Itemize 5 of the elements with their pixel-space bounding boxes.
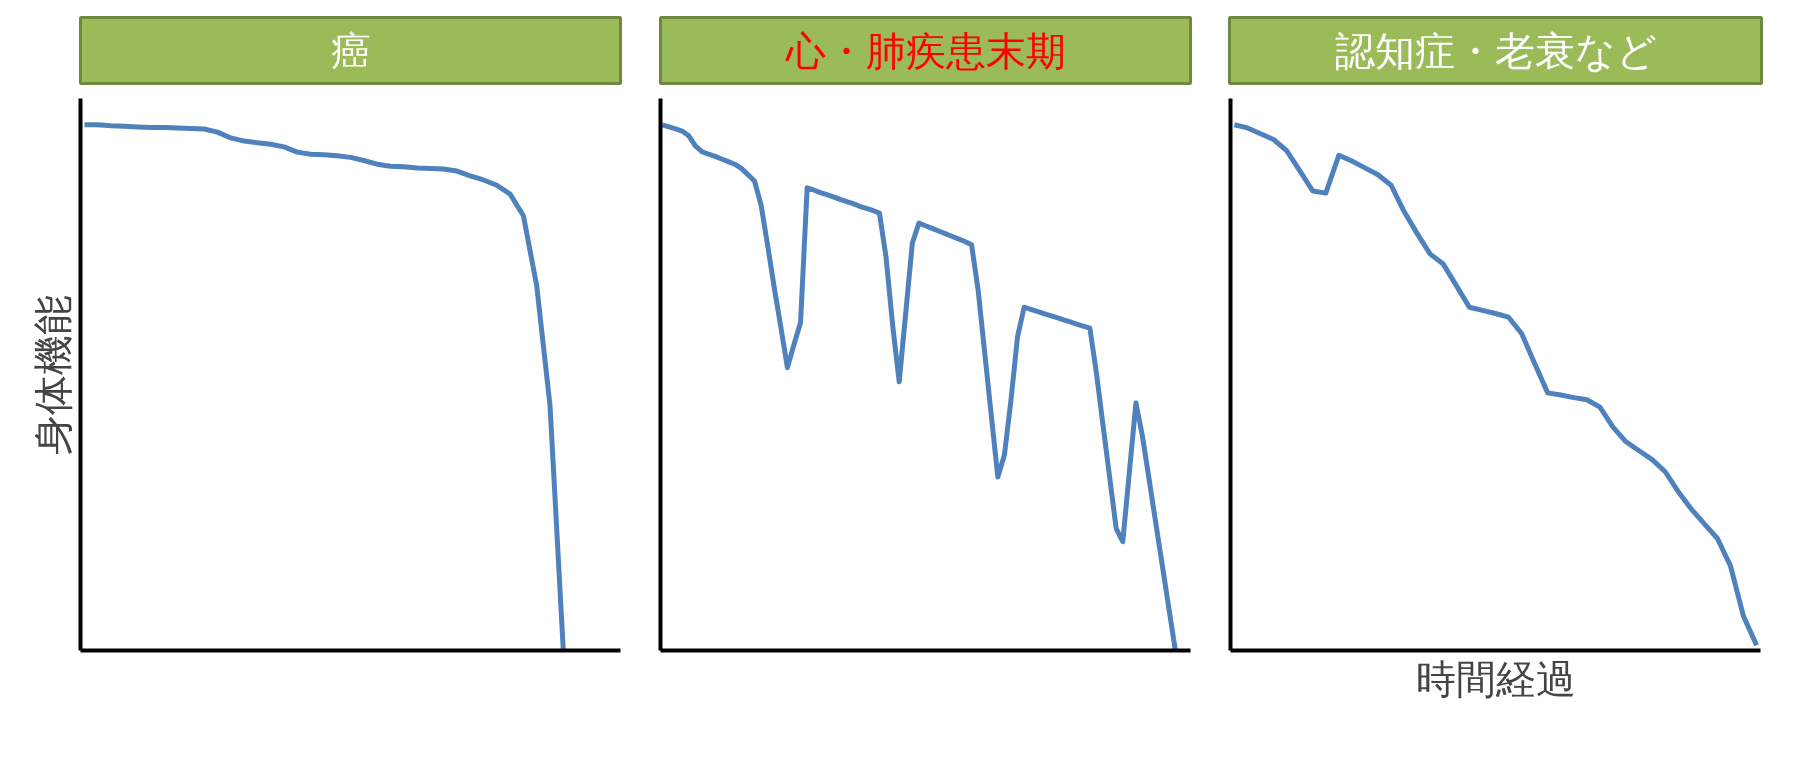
chart-title: 認知症・老衰など (1334, 27, 1657, 74)
chart-title: 癌 (330, 27, 371, 74)
chart-title: 心・肺疾患末期 (784, 27, 1066, 74)
y-axis-title: 身体機能 (29, 294, 76, 455)
x-axis-title: 時間経過 (1415, 655, 1576, 702)
